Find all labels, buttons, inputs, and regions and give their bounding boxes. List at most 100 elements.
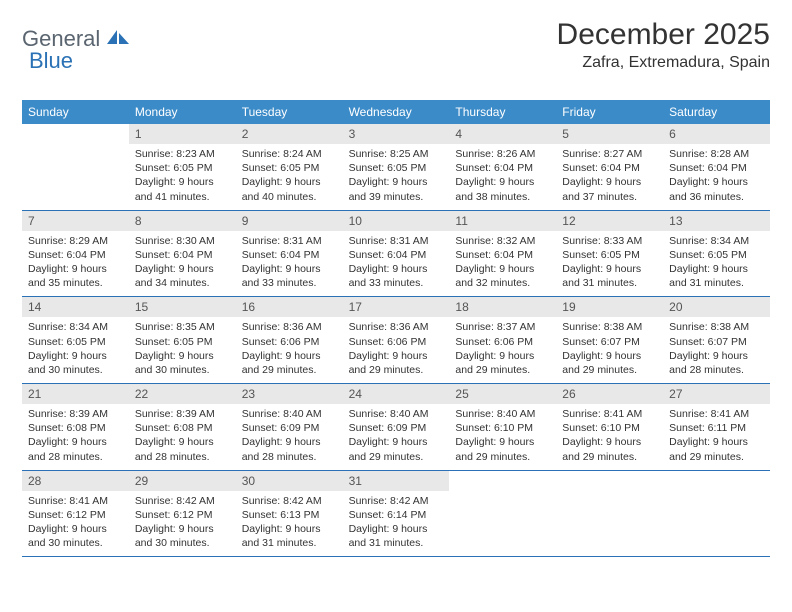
sunrise-line: Sunrise: 8:40 AM [349,407,444,421]
calendar-cell: 12Sunrise: 8:33 AMSunset: 6:05 PMDayligh… [556,211,663,298]
calendar-cell: 2Sunrise: 8:24 AMSunset: 6:05 PMDaylight… [236,124,343,211]
daylight-line: Daylight: 9 hours and 30 minutes. [135,522,230,550]
day-details: Sunrise: 8:36 AMSunset: 6:06 PMDaylight:… [343,317,450,383]
day-number-bar: 13 [663,211,770,231]
day-number-bar: 24 [343,384,450,404]
sunrise-line: Sunrise: 8:42 AM [242,494,337,508]
sunrise-line: Sunrise: 8:31 AM [242,234,337,248]
weekday-label: Saturday [663,100,770,124]
sunset-line: Sunset: 6:04 PM [562,161,657,175]
daylight-line: Daylight: 9 hours and 34 minutes. [135,262,230,290]
day-number-bar: 18 [449,297,556,317]
day-number-bar: 30 [236,471,343,491]
day-number-bar [22,124,129,144]
sunset-line: Sunset: 6:04 PM [28,248,123,262]
daylight-line: Daylight: 9 hours and 29 minutes. [562,349,657,377]
sunrise-line: Sunrise: 8:40 AM [455,407,550,421]
sunset-line: Sunset: 6:07 PM [562,335,657,349]
day-details: Sunrise: 8:40 AMSunset: 6:10 PMDaylight:… [449,404,556,470]
weekday-label: Friday [556,100,663,124]
logo-sail-icon [105,28,131,51]
daylight-line: Daylight: 9 hours and 31 minutes. [349,522,444,550]
calendar: Sunday Monday Tuesday Wednesday Thursday… [22,100,770,557]
day-number-bar: 1 [129,124,236,144]
sunset-line: Sunset: 6:06 PM [242,335,337,349]
day-number-bar: 10 [343,211,450,231]
calendar-cell: 9Sunrise: 8:31 AMSunset: 6:04 PMDaylight… [236,211,343,298]
sunset-line: Sunset: 6:08 PM [135,421,230,435]
sunset-line: Sunset: 6:06 PM [349,335,444,349]
daylight-line: Daylight: 9 hours and 28 minutes. [28,435,123,463]
sunrise-line: Sunrise: 8:26 AM [455,147,550,161]
weekday-label: Monday [129,100,236,124]
day-number-bar: 27 [663,384,770,404]
day-number-bar: 23 [236,384,343,404]
day-details: Sunrise: 8:31 AMSunset: 6:04 PMDaylight:… [343,231,450,297]
sunset-line: Sunset: 6:04 PM [455,248,550,262]
calendar-cell: 4Sunrise: 8:26 AMSunset: 6:04 PMDaylight… [449,124,556,211]
calendar-cell: 14Sunrise: 8:34 AMSunset: 6:05 PMDayligh… [22,297,129,384]
sunrise-line: Sunrise: 8:29 AM [28,234,123,248]
daylight-line: Daylight: 9 hours and 28 minutes. [242,435,337,463]
calendar-cell: 27Sunrise: 8:41 AMSunset: 6:11 PMDayligh… [663,384,770,471]
day-details: Sunrise: 8:40 AMSunset: 6:09 PMDaylight:… [236,404,343,470]
sunrise-line: Sunrise: 8:31 AM [349,234,444,248]
day-number-bar [556,471,663,491]
daylight-line: Daylight: 9 hours and 33 minutes. [349,262,444,290]
sunset-line: Sunset: 6:10 PM [455,421,550,435]
sunrise-line: Sunrise: 8:33 AM [562,234,657,248]
day-number-bar: 6 [663,124,770,144]
title-block: December 2025 Zafra, Extremadura, Spain [557,18,770,72]
day-number-bar: 17 [343,297,450,317]
day-details: Sunrise: 8:27 AMSunset: 6:04 PMDaylight:… [556,144,663,210]
daylight-line: Daylight: 9 hours and 28 minutes. [135,435,230,463]
sunset-line: Sunset: 6:13 PM [242,508,337,522]
sunrise-line: Sunrise: 8:25 AM [349,147,444,161]
day-number-bar: 2 [236,124,343,144]
daylight-line: Daylight: 9 hours and 36 minutes. [669,175,764,203]
sunrise-line: Sunrise: 8:27 AM [562,147,657,161]
day-number-bar [449,471,556,491]
daylight-line: Daylight: 9 hours and 33 minutes. [242,262,337,290]
daylight-line: Daylight: 9 hours and 31 minutes. [242,522,337,550]
calendar-page: General December 2025 Zafra, Extremadura… [0,0,792,557]
sunset-line: Sunset: 6:04 PM [349,248,444,262]
sunset-line: Sunset: 6:05 PM [28,335,123,349]
calendar-cell-empty [556,471,663,558]
day-number-bar: 12 [556,211,663,231]
daylight-line: Daylight: 9 hours and 29 minutes. [562,435,657,463]
calendar-cell: 24Sunrise: 8:40 AMSunset: 6:09 PMDayligh… [343,384,450,471]
calendar-cell: 16Sunrise: 8:36 AMSunset: 6:06 PMDayligh… [236,297,343,384]
sunset-line: Sunset: 6:05 PM [242,161,337,175]
daylight-line: Daylight: 9 hours and 41 minutes. [135,175,230,203]
day-details: Sunrise: 8:34 AMSunset: 6:05 PMDaylight:… [663,231,770,297]
daylight-line: Daylight: 9 hours and 29 minutes. [669,435,764,463]
day-number-bar: 29 [129,471,236,491]
daylight-line: Daylight: 9 hours and 30 minutes. [135,349,230,377]
weekday-label: Sunday [22,100,129,124]
sunset-line: Sunset: 6:14 PM [349,508,444,522]
calendar-cell: 19Sunrise: 8:38 AMSunset: 6:07 PMDayligh… [556,297,663,384]
day-number-bar: 28 [22,471,129,491]
calendar-cell: 29Sunrise: 8:42 AMSunset: 6:12 PMDayligh… [129,471,236,558]
sunset-line: Sunset: 6:05 PM [135,161,230,175]
daylight-line: Daylight: 9 hours and 30 minutes. [28,349,123,377]
daylight-line: Daylight: 9 hours and 30 minutes. [28,522,123,550]
calendar-cell: 21Sunrise: 8:39 AMSunset: 6:08 PMDayligh… [22,384,129,471]
sunset-line: Sunset: 6:05 PM [135,335,230,349]
sunrise-line: Sunrise: 8:39 AM [135,407,230,421]
calendar-cell: 31Sunrise: 8:42 AMSunset: 6:14 PMDayligh… [343,471,450,558]
weekday-label: Thursday [449,100,556,124]
daylight-line: Daylight: 9 hours and 29 minutes. [455,435,550,463]
day-details: Sunrise: 8:42 AMSunset: 6:14 PMDaylight:… [343,491,450,557]
day-number-bar: 20 [663,297,770,317]
day-number-bar: 11 [449,211,556,231]
calendar-cell: 6Sunrise: 8:28 AMSunset: 6:04 PMDaylight… [663,124,770,211]
daylight-line: Daylight: 9 hours and 38 minutes. [455,175,550,203]
daylight-line: Daylight: 9 hours and 32 minutes. [455,262,550,290]
calendar-cell: 22Sunrise: 8:39 AMSunset: 6:08 PMDayligh… [129,384,236,471]
day-details: Sunrise: 8:38 AMSunset: 6:07 PMDaylight:… [556,317,663,383]
daylight-line: Daylight: 9 hours and 40 minutes. [242,175,337,203]
calendar-cell: 26Sunrise: 8:41 AMSunset: 6:10 PMDayligh… [556,384,663,471]
day-details: Sunrise: 8:42 AMSunset: 6:12 PMDaylight:… [129,491,236,557]
